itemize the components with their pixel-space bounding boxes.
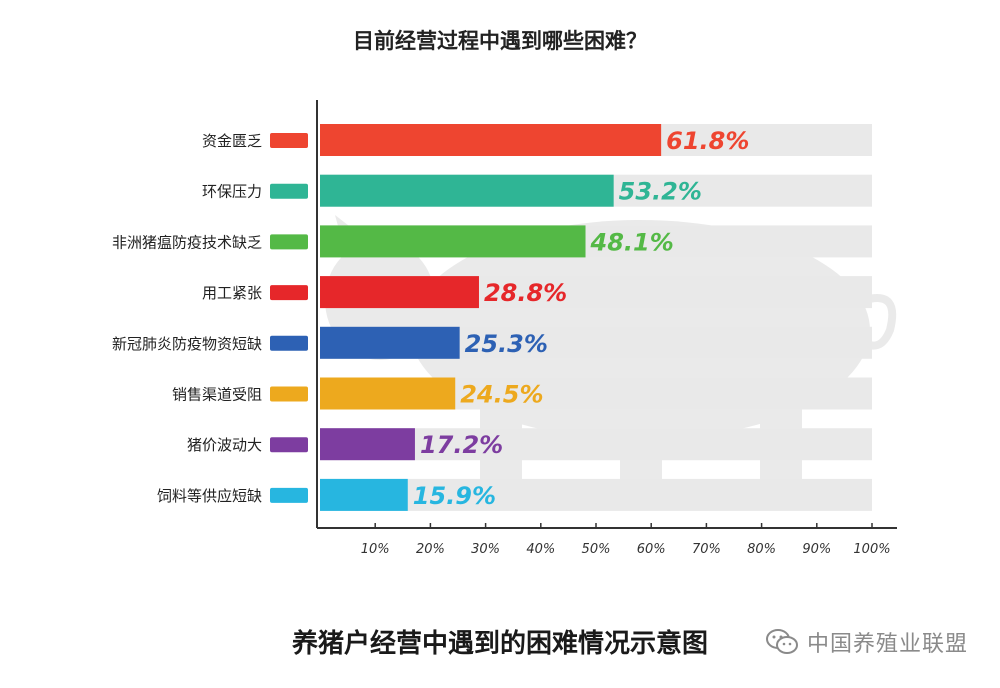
bar [320, 225, 586, 258]
bar-track [320, 478, 872, 511]
category-label: 用工紧张 [202, 284, 262, 302]
wechat-icon [765, 627, 799, 657]
value-labels: 61.8% 53.2% 48.1% 28.8% 25.3% 24.5% 17.2% 15.9% [413, 127, 750, 510]
category-label: 非洲猪瘟防疫技术缺乏 [112, 233, 262, 251]
category-labels: 资金匮乏环保压力非洲猪瘟防疫技术缺乏用工紧张新冠肺炎防疫物资短缺销售渠道受阻猪价… [112, 132, 262, 505]
data-label: 15.9% [413, 482, 496, 510]
x-tick-label: 60% [637, 542, 666, 557]
category-label: 新冠肺炎防疫物资短缺 [112, 335, 262, 353]
category-label: 环保压力 [202, 183, 262, 201]
bar-series [320, 124, 662, 511]
category-swatch [270, 133, 308, 148]
bar [320, 377, 456, 410]
data-label: 61.8% [666, 127, 749, 155]
x-tick-label: 80% [747, 542, 776, 557]
category-swatch [270, 234, 308, 250]
category-swatch [270, 335, 308, 351]
chart-title: 目前经营过程中遇到哪些困难？ [353, 29, 647, 53]
category-swatch [270, 487, 308, 503]
x-tick-label: 40% [526, 542, 555, 557]
category-swatch [270, 183, 308, 199]
watermark-text: 中国养殖业联盟 [806, 632, 968, 657]
x-tick-label: 20% [416, 542, 445, 557]
data-label: 48.1% [590, 228, 674, 256]
data-label: 28.8% [484, 279, 567, 307]
x-tick-label: 50% [582, 542, 611, 557]
category-swatch [270, 285, 308, 301]
data-label: 17.2% [420, 431, 503, 459]
x-tick-labels: 10% 20% 30% 40% 50% 60% 70% 80% 90% 100% [361, 542, 891, 557]
bar [320, 326, 460, 359]
category-label: 饲料等供应短缺 [157, 487, 262, 505]
category-swatches [270, 133, 308, 503]
category-swatch [270, 386, 308, 402]
bar [320, 478, 408, 511]
x-tick-label: 90% [802, 542, 831, 557]
category-label: 猪价波动大 [187, 436, 262, 454]
x-tick-label: 10% [361, 542, 390, 557]
x-tick-label: 100% [853, 542, 890, 557]
axes [316, 100, 897, 529]
category-label: 销售渠道受阻 [172, 386, 262, 404]
category-swatch [270, 437, 308, 453]
bar [320, 124, 662, 156]
chart-subtitle: 养猪户经营中遇到的困难情况示意图 [291, 628, 708, 659]
bar [320, 276, 479, 309]
bar [320, 428, 415, 461]
watermark: 中国养殖业联盟 [765, 626, 968, 658]
x-tick-label: 30% [471, 542, 500, 557]
data-label: 53.2% [619, 178, 702, 206]
data-label: 25.3% [465, 330, 548, 358]
category-label: 资金匮乏 [202, 132, 262, 150]
bar [320, 174, 614, 207]
data-label: 24.5% [460, 381, 543, 409]
x-tick-label: 70% [692, 542, 721, 557]
